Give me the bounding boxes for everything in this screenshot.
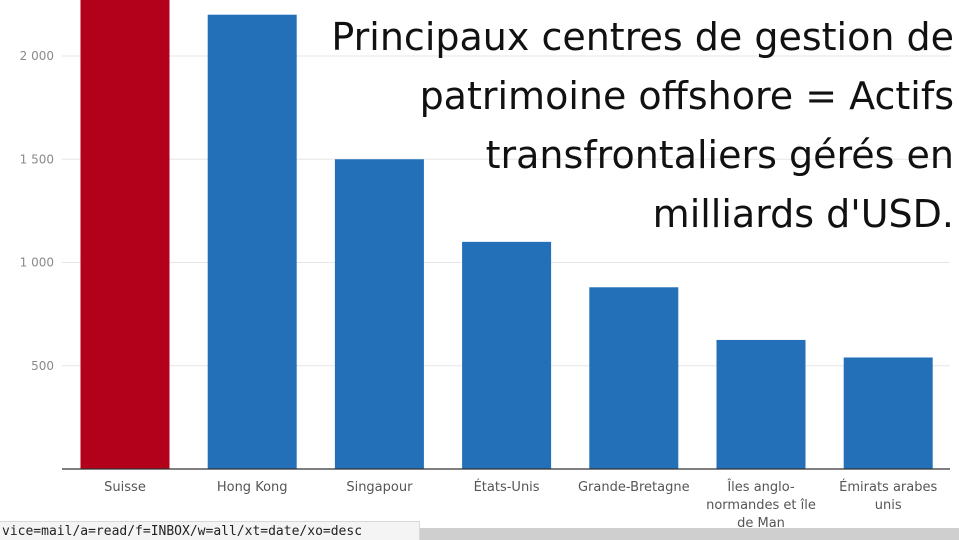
y-tick-label: 1 000 (20, 256, 54, 270)
bar (716, 339, 806, 469)
x-category-label-line: Îles anglo- (726, 479, 795, 495)
browser-status-bar-url: vice=mail/a=read/f=INBOX/w=all/xt=date/x… (0, 521, 420, 540)
x-category-label-line: Suisse (104, 480, 146, 495)
bar (843, 357, 933, 469)
x-category-label: Hong Kong (217, 480, 288, 495)
y-tick-label: 500 (31, 359, 54, 373)
y-axis-ticks: 500 1 000 1 500 2 000 (20, 49, 54, 373)
bars (80, 0, 933, 469)
x-category-label: Îles anglo-normandes et île de Man (706, 479, 816, 531)
x-category-label: Grande-Bretagne (578, 480, 690, 495)
x-category-label: Singapour (346, 480, 413, 495)
y-tick-label: 1 500 (20, 152, 54, 166)
x-category-label-line: normandes et île (706, 498, 816, 513)
x-category-label-line: Émirats arabes (839, 479, 937, 495)
x-category-label-line: Singapour (346, 480, 413, 495)
bar (334, 159, 424, 469)
bar (80, 0, 170, 469)
bar (207, 14, 297, 469)
x-category-label-line: Grande-Bretagne (578, 480, 690, 495)
chart-title: Principaux centres de gestion de patrimo… (331, 15, 954, 236)
bar (462, 241, 552, 469)
x-category-label: États-Unis (474, 479, 540, 495)
x-axis-labels: Suisse Hong Kong Singapour États-Unis Grande… (104, 479, 937, 531)
x-category-label-line: Hong Kong (217, 480, 288, 495)
x-category-label-line: de Man (737, 516, 785, 531)
bar (589, 287, 679, 469)
y-tick-label: 2 000 (20, 49, 54, 63)
x-category-label-line: États-Unis (474, 479, 540, 495)
horizontal-scrollbar[interactable] (420, 528, 959, 540)
x-category-label: Suisse (104, 480, 146, 495)
x-category-label: Émirats arabes unis (839, 479, 937, 513)
x-category-label-line: unis (875, 498, 902, 513)
